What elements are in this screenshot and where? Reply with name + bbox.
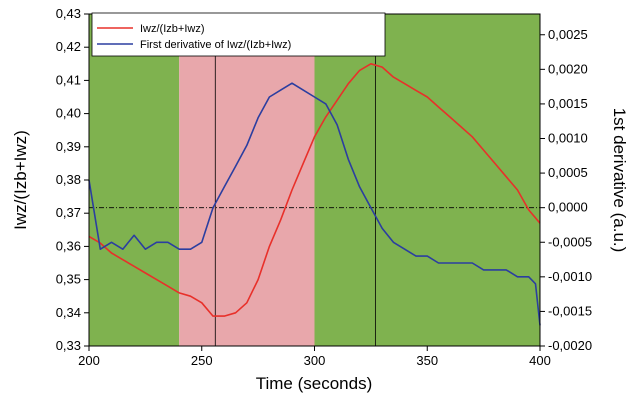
left-y-tick-label: 0,41 xyxy=(56,72,81,87)
left-y-tick-label: 0,38 xyxy=(56,172,81,187)
reference-lines xyxy=(89,14,540,346)
background-region-3 xyxy=(314,14,540,346)
right-y-axis-title: 1st derivative (a.u.) xyxy=(610,108,629,253)
background-region-2 xyxy=(179,14,315,346)
right-y-tick-label: 0,0020 xyxy=(548,61,588,76)
series-lines xyxy=(88,62,541,326)
background-regions xyxy=(89,14,540,346)
x-tick-label: 300 xyxy=(304,353,326,368)
left-y-tick-label: 0,37 xyxy=(56,205,81,220)
right-y-tick-label: 0,0025 xyxy=(548,27,588,42)
x-tick-label: 350 xyxy=(416,353,438,368)
x-axis: 200 250 300 350 400 xyxy=(78,346,551,368)
x-tick-label: 400 xyxy=(529,353,551,368)
legend-box xyxy=(91,12,386,57)
legend-label-series-2: First derivative of Iwz/(Izb+Iwz) xyxy=(140,39,291,51)
left-y-tick-label: 0,33 xyxy=(56,338,81,353)
right-y-tick-label: -0,0005 xyxy=(548,234,592,249)
right-y-tick-label: -0,0020 xyxy=(548,338,592,353)
background-region-1 xyxy=(89,14,180,346)
right-y-tick-label: 0,0005 xyxy=(548,165,588,180)
series-line-2 xyxy=(88,82,541,326)
right-y-axis: -0,0020 -0,0015 -0,0010 -0,0005 0,0000 0,0005… xyxy=(540,27,592,353)
right-y-tick-label: 0,0000 xyxy=(548,200,588,215)
left-y-tick-label: 0,36 xyxy=(56,238,81,253)
x-axis-title: Time (seconds) xyxy=(256,374,373,393)
left-y-tick-label: 0,40 xyxy=(56,106,81,121)
left-y-tick-label: 0,42 xyxy=(56,39,81,54)
legend: Iwz/(Izb+Iwz) First derivative of Iwz/(I… xyxy=(91,12,386,57)
right-y-tick-label: 0,0015 xyxy=(548,96,588,111)
series-line-1 xyxy=(88,62,541,317)
right-y-tick-label: -0,0015 xyxy=(548,303,592,318)
right-y-tick-label: -0,0010 xyxy=(548,269,592,284)
left-y-tick-label: 0,35 xyxy=(56,272,81,287)
left-y-tick-label: 0,43 xyxy=(56,6,81,21)
right-y-tick-label: 0,0010 xyxy=(548,131,588,146)
x-tick-label: 200 xyxy=(78,353,100,368)
left-y-tick-label: 0,34 xyxy=(56,305,81,320)
x-tick-label: 250 xyxy=(191,353,213,368)
left-y-axis-title: Iwz/(Izb+Iwz) xyxy=(11,130,30,230)
left-y-tick-label: 0,39 xyxy=(56,139,81,154)
left-y-axis: 0,33 0,34 0,35 0,36 0,37 0,38 0,39 0,40 0,41 0,42… xyxy=(56,6,89,353)
legend-label-series-1: Iwz/(Izb+Iwz) xyxy=(140,23,204,35)
